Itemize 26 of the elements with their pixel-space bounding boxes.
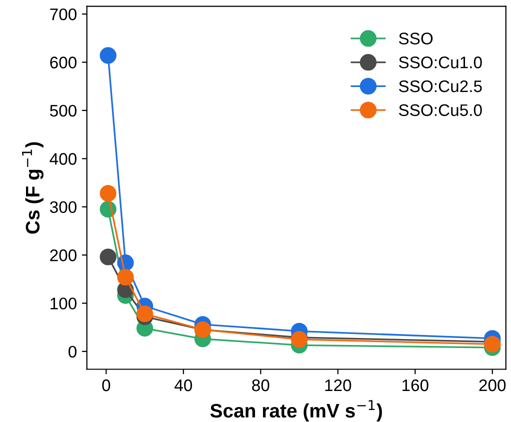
point: [484, 336, 501, 353]
point: [100, 47, 116, 64]
y-tick-label: 300: [50, 201, 76, 214]
legend-label: SSO:Cu2.5: [398, 80, 482, 92]
x-tick-label: 200: [479, 379, 506, 392]
legend-label: SSO:Cu1.0: [398, 56, 482, 68]
y-tick-label: 0: [68, 346, 76, 358]
point: [100, 185, 116, 202]
point: [136, 305, 154, 322]
legend-label: SSO:Cu5.0: [398, 104, 482, 116]
x-tick-label: 160: [402, 379, 428, 392]
y-tick-label: 500: [50, 104, 76, 117]
legend-label: SSO: [398, 32, 433, 44]
x-tick-label: 40: [174, 379, 192, 392]
x-tick-label: 120: [325, 379, 352, 392]
y-tick-label: 100: [50, 298, 76, 310]
x-tick-label: 0: [102, 379, 110, 392]
x-axis-title: Scan rate (mV s$^{−1}$): [210, 400, 382, 422]
y-axis-title: Cs (F g$^{−1}$): [22, 142, 44, 234]
y-tick-label: 600: [50, 56, 76, 68]
y-tick-label: 200: [50, 249, 76, 262]
point: [100, 248, 116, 266]
y-tick-label: 400: [50, 153, 76, 165]
y-tick-label: 700: [50, 8, 76, 20]
point: [117, 268, 134, 286]
x-tick-label: 80: [252, 379, 270, 392]
